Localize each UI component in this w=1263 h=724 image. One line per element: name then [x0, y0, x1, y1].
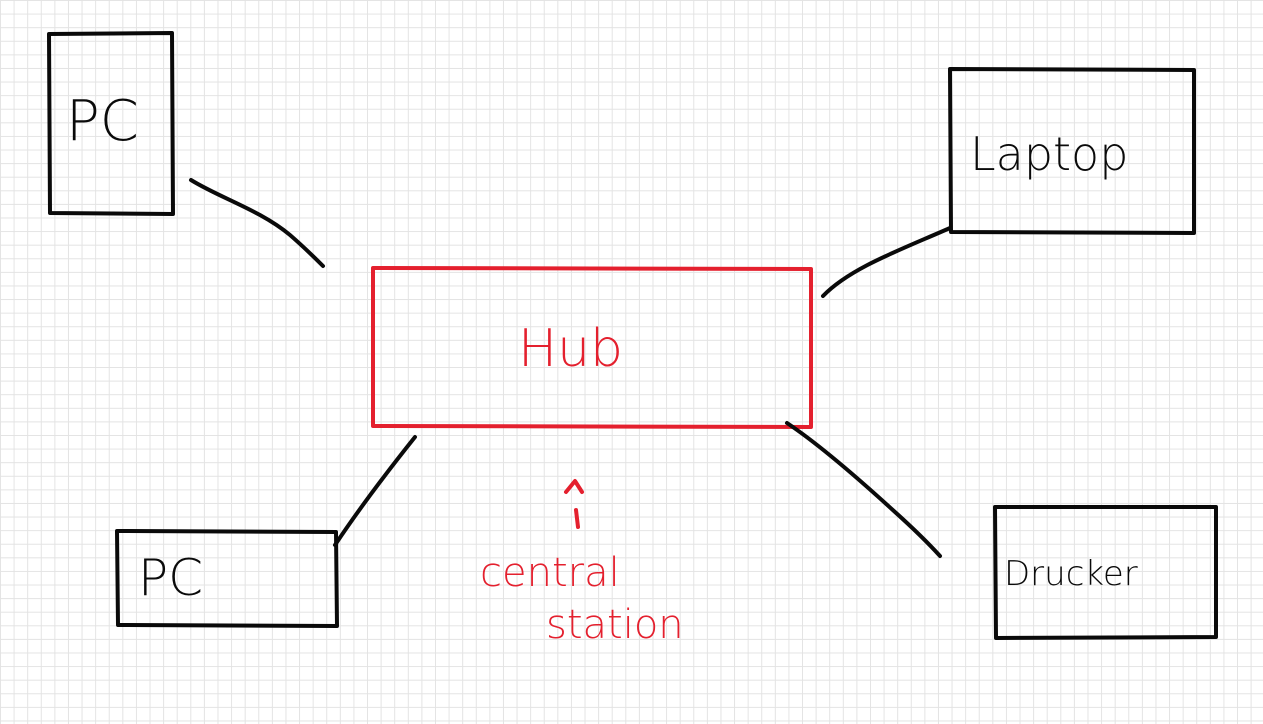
- drucker-label: Drucker: [1004, 554, 1138, 594]
- drucker-box: [993, 505, 1218, 640]
- annotation-line-1: central: [480, 550, 620, 596]
- node-pc-top: PC: [47, 31, 175, 216]
- node-laptop: Laptop: [948, 67, 1196, 235]
- node-pc-bottom: PC: [115, 529, 339, 628]
- pc-bottom-label: PC: [138, 549, 203, 607]
- laptop-label: Laptop: [970, 127, 1128, 181]
- up-arrow-icon: [564, 479, 584, 529]
- hub-label: Hub: [518, 319, 623, 379]
- node-drucker: Drucker: [993, 505, 1218, 640]
- pc-top-box: [47, 31, 175, 216]
- pc-top-label: PC: [66, 89, 139, 154]
- laptop-box: [948, 67, 1196, 235]
- central-station-annotation: central station: [480, 479, 684, 648]
- connector-laptop-hub: [821, 226, 952, 298]
- connector-pc-bottom-hub: [333, 435, 417, 547]
- node-hub: Hub: [371, 266, 813, 429]
- pc-bottom-box: [115, 529, 339, 628]
- connector-drucker-hub: [785, 421, 942, 558]
- hub-box: [371, 266, 813, 429]
- annotation-line-2: station: [546, 602, 684, 648]
- connector-pc-top-hub: [189, 178, 325, 268]
